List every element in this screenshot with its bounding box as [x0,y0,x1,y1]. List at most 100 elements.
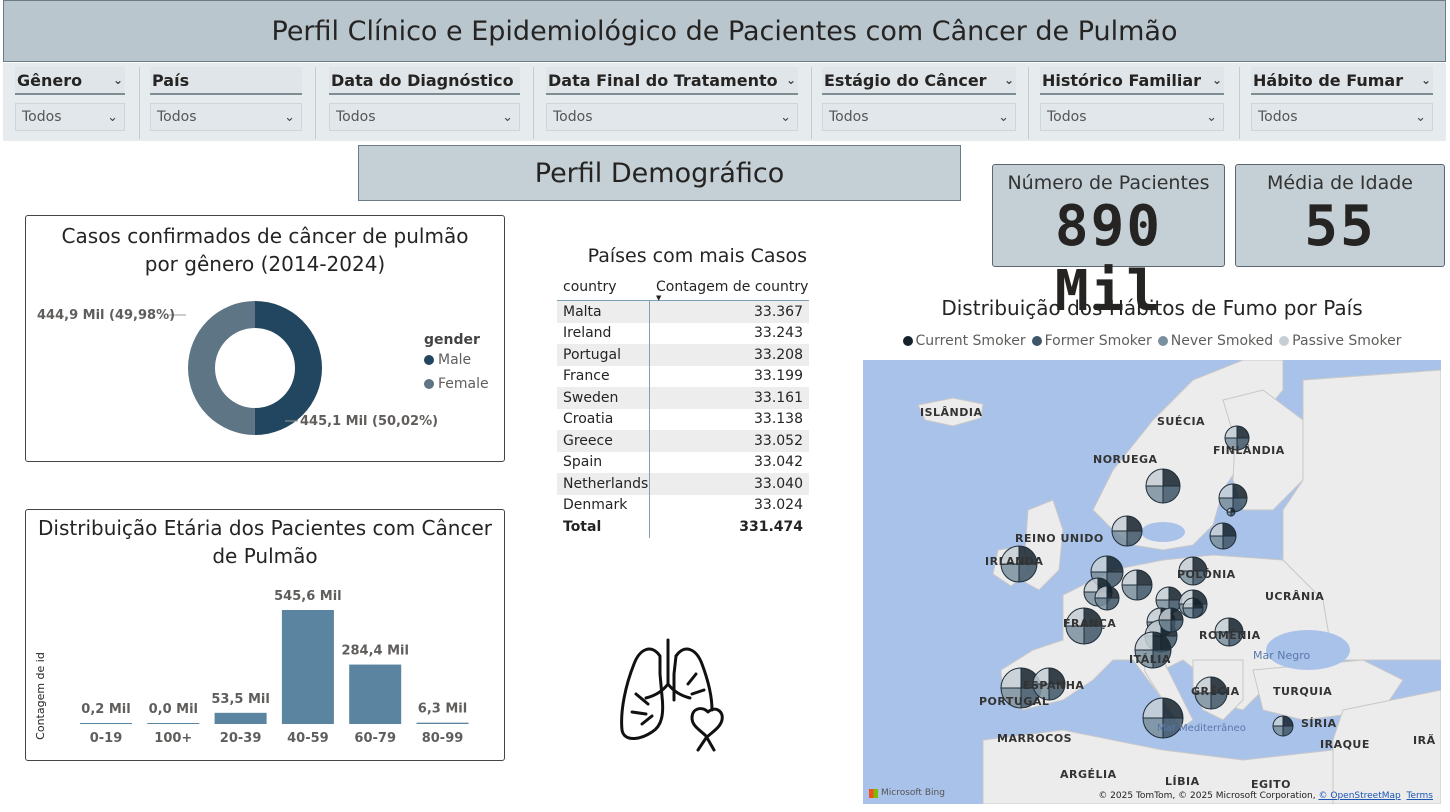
table-row[interactable]: Netherlands 33.040 [557,473,809,495]
map-pie-slice[interactable] [1162,717,1184,739]
map-pie-slice[interactable] [1224,425,1238,439]
map-pie-slice[interactable] [1218,483,1234,499]
donut-slice-male[interactable] [254,301,322,435]
slicer-data-final-tratamento[interactable]: Data Final do Tratamento ⌄ Todos ⌄ [546,67,798,135]
column-header-count[interactable]: Contagem de country ▼ [650,273,809,302]
osm-link[interactable]: © OpenStreetMap [1318,791,1401,801]
slicer-dropdown[interactable]: Todos ⌄ [1251,103,1433,131]
map-pie-slice[interactable] [1194,676,1212,694]
bar-20-39[interactable] [214,712,267,724]
map-pie-slice[interactable] [1083,577,1099,593]
map-pie-slice[interactable] [1121,569,1138,586]
slicer-label: Data Final do Tratamento [548,70,778,90]
map-pie-slice[interactable] [1162,697,1184,719]
map-pie-slice[interactable] [1214,617,1230,633]
slicer-data-diagnostico[interactable]: Data do Diagnóstico Todos ⌄ [329,67,520,135]
slicer-dropdown[interactable]: Todos ⌄ [329,103,520,131]
slicer-dropdown[interactable]: Todos ⌄ [822,103,1016,131]
map-pie-slice[interactable] [1000,667,1022,689]
table-row[interactable]: Denmark 33.024 [557,494,809,516]
map-pie-slice[interactable] [1209,535,1224,550]
map-pie-slice[interactable] [1272,725,1284,737]
slicer-habito-fumar[interactable]: Hábito de Fumar ⌄ Todos ⌄ [1251,67,1433,135]
map-pie-slice[interactable] [1106,555,1124,573]
table-row[interactable]: France 33.199 [557,365,809,387]
chevron-down-icon[interactable]: ⌄ [785,73,796,87]
map-pie-slice[interactable] [1000,545,1020,565]
map-pie-slice[interactable] [1134,631,1154,651]
map-pie-slice[interactable] [1111,530,1128,547]
legend-item-male[interactable]: Male [424,352,489,368]
map-pie-slice[interactable] [1209,522,1224,537]
legend-item-never-smoked[interactable]: Never Smoked [1157,333,1273,349]
chevron-down-icon[interactable]: ⌄ [1003,73,1014,87]
slicer-dropdown[interactable]: Todos ⌄ [1040,103,1224,131]
x-tick-label: 40-59 [287,731,329,746]
slicer-estagio-cancer[interactable]: Estágio do Câncer ⌄ Todos ⌄ [822,67,1016,135]
map-pie-slice[interactable] [1222,535,1237,550]
map-pie-slice[interactable] [1142,697,1164,719]
map-pie-slice[interactable] [1111,515,1128,532]
gender-donut-card[interactable]: Casos confirmados de câncer de pulmão po… [25,215,505,462]
bar-chart[interactable]: Contagem de id 0,2 Mil 0-19 0,0 Mil 100+ 53,… [26,510,506,762]
map-pie-slice[interactable] [1032,667,1050,685]
slicer-dropdown[interactable]: Todos ⌄ [546,103,798,131]
map-pie-slice[interactable] [1282,725,1294,737]
map-pie-slice[interactable] [1222,522,1237,537]
map-label: ISLÂNDIA [920,406,983,419]
legend-item-current-smoker[interactable]: Current Smoker [902,333,1026,349]
attribution-text: © 2025 TomTom, © 2025 Microsoft Corporat… [1098,791,1316,801]
chevron-down-icon[interactable]: ⌄ [112,73,123,87]
donut-chart[interactable]: 444,9 Mil (49,98%) 445,1 Mil (50,02%) [26,216,506,463]
countries-table[interactable]: Países com mais Casos country Contagem d… [557,245,809,538]
slicer-dropdown[interactable]: Todos ⌄ [150,103,302,131]
europe-map[interactable]: ISLÂNDIA SUÉCIA FINLÂNDIA NORUEGA REINO … [863,360,1441,804]
map-pie-slice[interactable] [1226,511,1232,517]
legend-item-former-smoker[interactable]: Former Smoker [1031,333,1152,349]
bar-data-label: 0,2 Mil [81,702,130,717]
map-pie-slice[interactable] [1065,607,1085,627]
map-pie-slice[interactable] [1158,607,1172,621]
table-row[interactable]: Portugal 33.208 [557,344,809,366]
map-pie-slice[interactable] [1090,555,1108,573]
bar-data-label: 6,3 Mil [418,702,467,717]
column-header-country[interactable]: country [563,279,617,295]
bar-0-19[interactable] [80,723,132,724]
table-row[interactable]: Greece 33.052 [557,430,809,452]
bar-40-59[interactable] [281,610,334,724]
table-row[interactable]: Ireland 33.243 [557,322,809,344]
map-pie-slice[interactable] [1182,597,1194,609]
legend-label: Female [438,376,489,392]
bar-80-99[interactable] [416,722,469,724]
map-pie-slice[interactable] [1272,715,1284,727]
bar-60-79[interactable] [349,664,402,724]
map-pie-slice[interactable] [1142,717,1164,739]
map-pie-slice[interactable] [1226,507,1232,513]
map-pie-slice[interactable] [1094,585,1108,599]
table-row[interactable]: Croatia 33.138 [557,408,809,430]
terms-link[interactable]: Terms [1406,791,1433,801]
slicer-historico-familiar[interactable]: Histórico Familiar ⌄ Todos ⌄ [1040,67,1224,135]
table-row[interactable]: Sweden 33.161 [557,387,809,409]
map-pie-slice[interactable] [1178,556,1194,572]
table-row[interactable]: Malta 33.367 [557,301,809,323]
legend-item-passive-smoker[interactable]: Passive Smoker [1279,333,1401,349]
map-pie-slice[interactable] [1155,586,1170,601]
map-pie-slice[interactable] [1145,468,1164,487]
legend-item-female[interactable]: Female [424,376,489,392]
legend-label: Passive Smoker [1292,333,1402,349]
chevron-down-icon[interactable]: ⌄ [1211,73,1222,87]
donut-slice-female[interactable] [187,301,255,435]
table-row[interactable]: Spain 33.042 [557,451,809,473]
slicer-pais[interactable]: País Todos ⌄ [150,67,302,135]
chevron-down-icon[interactable]: ⌄ [1420,73,1431,87]
map-label: NORUEGA [1093,453,1158,466]
slicer-genero[interactable]: Gênero ⌄ Todos ⌄ [15,67,125,135]
slicer-dropdown[interactable]: Todos ⌄ [15,103,125,131]
map-pie-slice[interactable] [1230,511,1236,517]
map-pie-slice[interactable] [1146,607,1162,623]
age-bar-card[interactable]: Distribuição Etária dos Pacientes com Câ… [25,509,505,761]
map-pie-slice[interactable] [1000,687,1022,709]
bar-100+[interactable] [147,723,200,724]
legend-label: Former Smoker [1044,333,1152,349]
